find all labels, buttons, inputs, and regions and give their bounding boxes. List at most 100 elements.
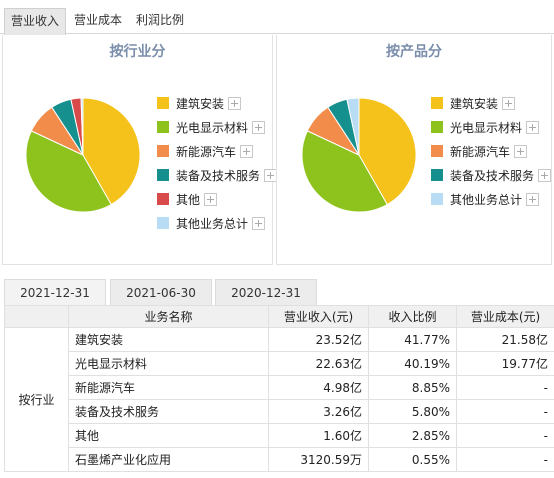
cost-cell: 19.77亿: [456, 351, 554, 376]
legend-item[interactable]: 装备及技术服务: [431, 163, 552, 187]
revenue-cell: 3.26亿: [268, 399, 369, 424]
revenue-table: 业务名称 营业收入(元) 收入比例 营业成本(元) 按行业 建筑安装 23.52亿 4…: [4, 305, 554, 472]
pie-slice-0[interactable]: [358, 97, 417, 206]
revenue-cell: 22.63亿: [268, 351, 369, 376]
legend-label: 其他业务总计: [450, 192, 523, 207]
ratio-cell: 0.55%: [368, 447, 457, 472]
product-panel: 按产品分 建筑安装光电显示材料 新能源汽车装备及技术服务 其他业务总计: [276, 35, 552, 265]
table-row: 按行业 建筑安装 23.52亿 41.77% 21.58亿: [4, 327, 554, 472]
legend-swatch: [431, 121, 443, 133]
pie-slice-0[interactable]: [82, 97, 141, 206]
table-row: 其他 1.60亿 2.85% -: [5, 423, 554, 448]
expand-plus-icon[interactable]: [252, 216, 266, 230]
business-name-cell: 光电显示材料: [68, 351, 269, 376]
business-name-cell: 新能源汽车: [68, 375, 269, 400]
date-tab-2021-12-31[interactable]: 2021-12-31: [4, 279, 106, 306]
date-tab-2021-06-30[interactable]: 2021-06-30: [110, 279, 212, 305]
revenue-cell: 23.52亿: [268, 327, 369, 352]
expand-plus-icon[interactable]: [228, 96, 242, 110]
pie-slice-5[interactable]: [80, 97, 84, 156]
industry-panel-title: 按行业分: [109, 44, 166, 60]
legend-swatch: [157, 97, 169, 109]
legend-item[interactable]: 其他: [157, 187, 277, 211]
tab-revenue[interactable]: 营业收入: [4, 8, 66, 35]
legend-item[interactable]: 装备及技术服务: [157, 163, 278, 187]
revenue-cell: 1.60亿: [268, 423, 369, 448]
date-tab-bar: 2021-12-31 2021-06-30 2020-12-31: [0, 275, 554, 306]
business-name-cell: 其他: [68, 423, 269, 448]
table-header-row: 业务名称 营业收入(元) 收入比例 营业成本(元): [4, 305, 554, 328]
legend-label: 其他: [176, 192, 201, 207]
header-ratio: 收入比例: [368, 305, 457, 328]
ratio-cell: 41.77%: [368, 327, 457, 352]
legend-item[interactable]: 光电显示材料: [431, 115, 551, 139]
legend-label: 建筑安装: [176, 96, 225, 111]
legend-swatch: [157, 169, 169, 181]
legend-label: 其他业务总计: [176, 216, 249, 231]
tab-cost[interactable]: 营业成本: [73, 13, 122, 27]
product-panel-title: 按产品分: [386, 44, 442, 60]
table-row: 光电显示材料 22.63亿 40.19% 19.77亿: [5, 351, 554, 376]
top-tab-bar: 营业收入 营业成本 利润比例: [0, 0, 554, 35]
ratio-cell: 5.80%: [368, 399, 457, 424]
legend-item[interactable]: 其他业务总计: [157, 211, 277, 235]
legend-item[interactable]: 建筑安装: [157, 91, 277, 115]
group-label: 按行业: [4, 327, 69, 472]
legend-swatch: [157, 121, 169, 133]
legend-label: 建筑安装: [450, 96, 499, 111]
business-name-cell: 建筑安装: [68, 327, 269, 352]
table-row: 石墨烯产业化应用 3120.59万 0.55% -: [5, 447, 554, 472]
pie-slice-1[interactable]: [25, 130, 112, 213]
header-blank: [4, 305, 69, 328]
industry-panel: 按行业分 建筑安装光电显示材料新能源汽车装备及技术服务 其他其他业务总计: [2, 35, 278, 265]
industry-legend: 建筑安装光电显示材料新能源汽车装备及技术服务 其他其他业务总计: [157, 91, 278, 235]
product-legend: 建筑安装光电显示材料 新能源汽车装备及技术服务 其他业务总计: [431, 91, 552, 211]
revenue-cell: 3120.59万: [268, 447, 369, 472]
business-name-cell: 装备及技术服务: [68, 399, 269, 424]
legend-label: 新能源汽车: [176, 144, 237, 159]
pie-slice-1[interactable]: [301, 130, 388, 213]
legend-swatch: [157, 145, 169, 157]
tab-profit-ratio[interactable]: 利润比例: [135, 13, 184, 27]
legend-swatch: [431, 193, 443, 205]
legend-label: 光电显示材料: [450, 120, 523, 135]
legend-item[interactable]: 建筑安装: [431, 91, 551, 115]
cost-cell: -: [456, 447, 554, 472]
legend-item[interactable]: 光电显示材料: [157, 115, 277, 139]
expand-plus-icon[interactable]: [514, 144, 528, 158]
cost-cell: -: [456, 423, 554, 448]
legend-swatch: [431, 169, 443, 181]
expand-plus-icon[interactable]: [252, 120, 266, 134]
legend-swatch: [157, 217, 169, 229]
legend-item[interactable]: 新能源汽车: [157, 139, 277, 163]
table-row: 装备及技术服务 3.26亿 5.80% -: [5, 399, 554, 424]
legend-item[interactable]: 其他业务总计: [431, 187, 551, 211]
date-tab-2020-12-31[interactable]: 2020-12-31: [215, 279, 317, 305]
expand-plus-icon[interactable]: [538, 168, 552, 182]
cost-cell: -: [456, 399, 554, 424]
legend-item[interactable]: 新能源汽车: [431, 139, 551, 163]
ratio-cell: 8.85%: [368, 375, 457, 400]
legend-label: 装备及技术服务: [176, 168, 261, 183]
expand-plus-icon[interactable]: [240, 144, 254, 158]
header-business-name: 业务名称: [68, 305, 269, 328]
header-cost: 营业成本(元): [456, 305, 554, 328]
expand-plus-icon[interactable]: [204, 192, 218, 206]
cost-cell: 21.58亿: [456, 327, 554, 352]
legend-label: 装备及技术服务: [450, 168, 535, 183]
legend-swatch: [157, 193, 169, 205]
business-name-cell: 石墨烯产业化应用: [68, 447, 269, 472]
expand-plus-icon[interactable]: [526, 192, 540, 206]
legend-label: 新能源汽车: [450, 144, 511, 159]
pie-slice-4[interactable]: [346, 97, 360, 156]
legend-swatch: [431, 97, 443, 109]
industry-pie-chart: [25, 97, 141, 213]
ratio-cell: 2.85%: [368, 423, 457, 448]
expand-plus-icon[interactable]: [502, 96, 516, 110]
table-row: 新能源汽车 4.98亿 8.85% -: [5, 375, 554, 400]
cost-cell: -: [456, 375, 554, 400]
product-pie-chart: [301, 97, 417, 213]
revenue-cell: 4.98亿: [268, 375, 369, 400]
legend-swatch: [431, 145, 443, 157]
expand-plus-icon[interactable]: [526, 120, 540, 134]
